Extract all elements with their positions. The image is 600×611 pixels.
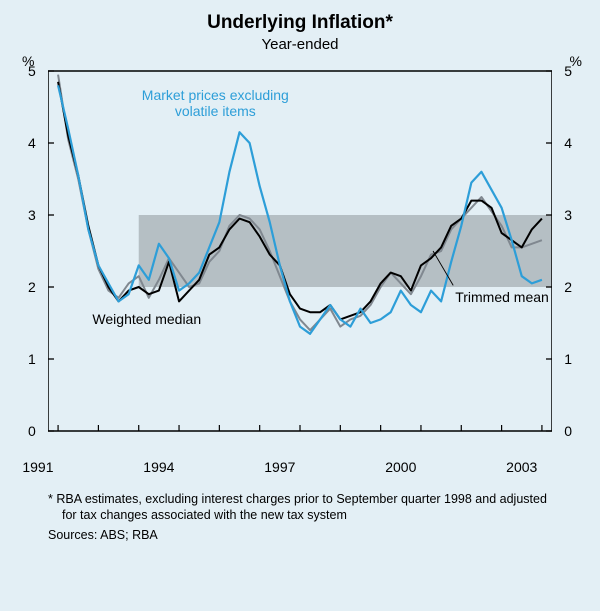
y-tick-left: 2: [28, 279, 36, 295]
y-tick-right: 3: [564, 207, 572, 223]
y-tick-right: 1: [564, 351, 572, 367]
x-tick-label: 1997: [264, 459, 295, 475]
y-tick-right: 2: [564, 279, 572, 295]
series-label: Trimmed mean: [455, 289, 549, 305]
x-tick-label: 2000: [385, 459, 416, 475]
series-label: Weighted median: [92, 311, 201, 327]
y-tick-left: 3: [28, 207, 36, 223]
x-tick-label: 1991: [22, 459, 53, 475]
y-tick-left: 4: [28, 135, 36, 151]
footnote: * RBA estimates, excluding interest char…: [48, 491, 552, 524]
x-tick-label: 2003: [506, 459, 537, 475]
y-tick-right: 4: [564, 135, 572, 151]
series-label: Market prices excludingvolatile items: [142, 87, 289, 119]
y-tick-left: 5: [28, 63, 36, 79]
y-tick-right: 5: [564, 63, 572, 79]
sources: Sources: ABS; RBA: [48, 528, 552, 542]
chart-title: Underlying Inflation*: [0, 12, 600, 34]
chart-area: % % 11223344550019911994199720002003Mark…: [48, 61, 552, 451]
chart-svg: [48, 61, 552, 451]
chart-subtitle: Year-ended: [0, 36, 600, 53]
x-tick-label: 1994: [143, 459, 174, 475]
y-tick-left: 1: [28, 351, 36, 367]
